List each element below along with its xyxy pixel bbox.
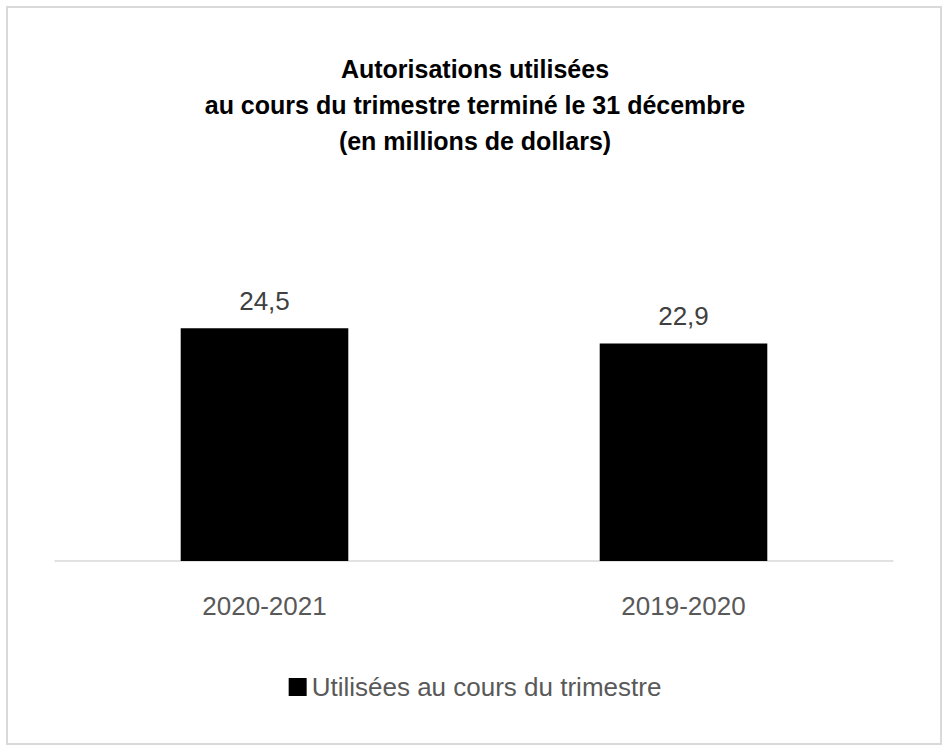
svg-text:2019-2020: 2019-2020 [621,591,745,621]
svg-text:Utilisées au cours du trimestr: Utilisées au cours du trimestre [312,672,662,702]
svg-text:22,9: 22,9 [658,301,709,331]
svg-text:24,5: 24,5 [239,286,290,316]
svg-text:Autorisations utilisées: Autorisations utilisées [341,55,609,83]
svg-text:2020-2021: 2020-2021 [202,591,326,621]
svg-text:(en millions de dollars): (en millions de dollars) [339,127,611,155]
svg-text:au cours du trimestre terminé: au cours du trimestre terminé le 31 déce… [205,91,746,119]
